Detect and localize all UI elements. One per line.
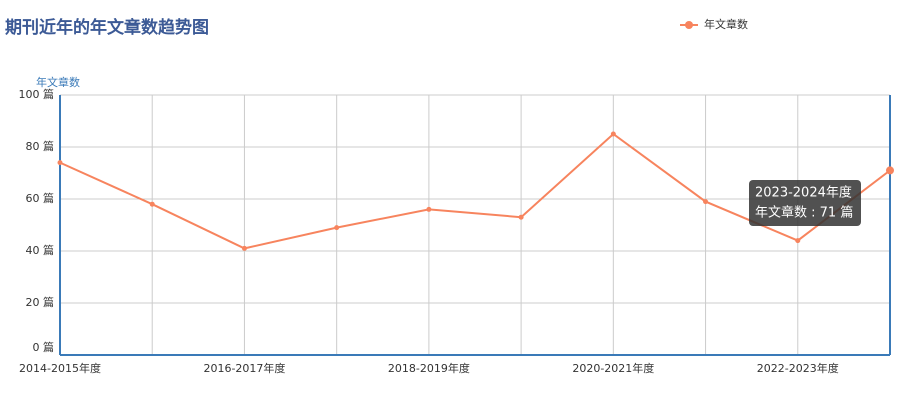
point: [610, 131, 616, 137]
y-tick-label: 0 篇: [33, 340, 55, 354]
point: [795, 238, 801, 244]
y-tick-label: 40 篇: [26, 243, 55, 257]
point: [518, 214, 524, 220]
x-tick-label: 2018-2019年度: [388, 361, 470, 375]
x-tick-label: 2016-2017年度: [203, 361, 285, 375]
y-tick-label: 80 篇: [26, 139, 55, 153]
legend-label: 年文章数: [704, 17, 748, 31]
legend-marker: [685, 21, 693, 29]
chart-title: 期刊近年的年文章数趋势图: [5, 17, 209, 38]
y-axis-label: 年文章数: [36, 75, 80, 89]
point: [149, 201, 155, 207]
x-tick-label: 2014-2015年度: [19, 361, 101, 375]
y-tick-label: 20 篇: [26, 295, 55, 309]
point: [57, 160, 63, 166]
point: [703, 199, 709, 205]
tooltip: [749, 180, 861, 226]
x-tick-label: 2022-2023年度: [757, 361, 839, 375]
point: [334, 225, 340, 231]
point: [426, 206, 432, 212]
y-tick-label: 100 篇: [19, 87, 55, 101]
tooltip-value: 年文章数 : 71 篇: [755, 205, 853, 221]
y-tick-label: 60 篇: [26, 191, 55, 205]
tooltip-title: 2023-2024年度: [755, 185, 852, 201]
point: [886, 166, 894, 175]
x-tick-label: 2020-2021年度: [572, 361, 654, 375]
point: [241, 245, 247, 251]
